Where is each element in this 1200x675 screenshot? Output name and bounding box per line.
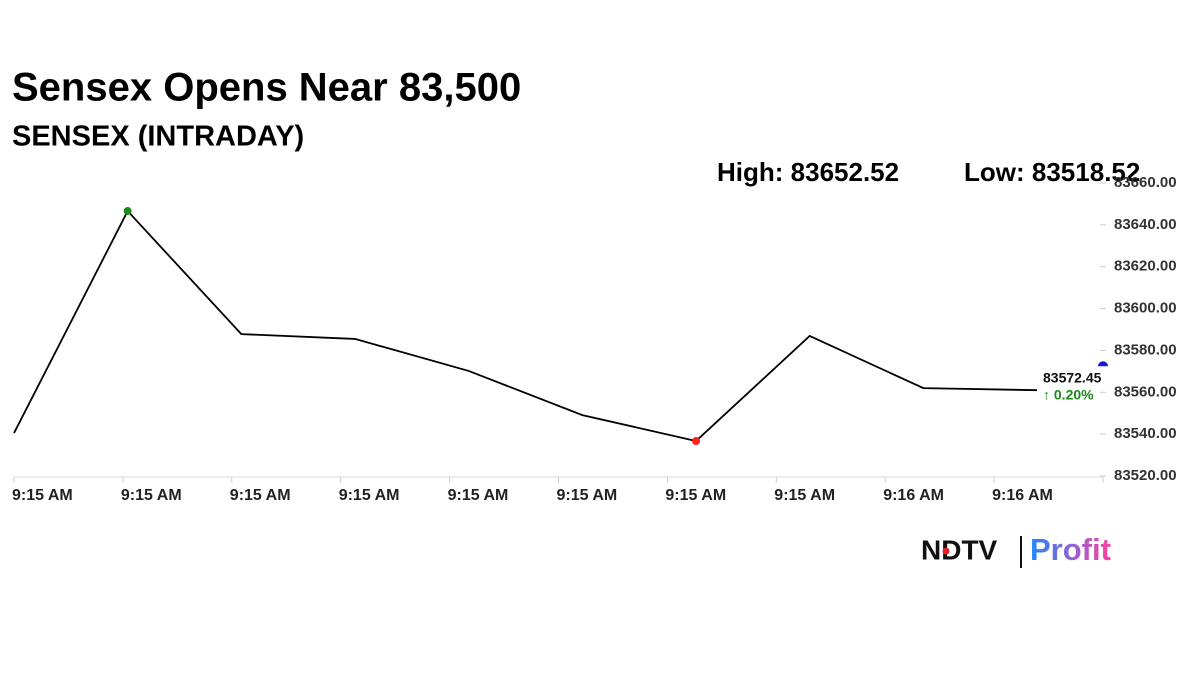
x-tick-label: 9:15 AM — [12, 487, 73, 504]
logo-right: Profit — [1030, 532, 1111, 567]
y-tick-label: 83620.00 — [1114, 258, 1177, 275]
x-tick-label: 9:15 AM — [448, 487, 509, 504]
y-tick-label: 83660.00 — [1114, 174, 1177, 191]
low-value: 83518.52 — [1032, 157, 1140, 187]
low-label: Low: 83518.52 — [964, 157, 1140, 187]
y-tick-label: 83580.00 — [1114, 341, 1177, 358]
chart-subtitle: SENSEX (INTRADAY) — [12, 121, 304, 153]
high-text: High: — [717, 157, 783, 187]
low-point — [692, 437, 700, 446]
y-tick-label: 83560.00 — [1114, 383, 1177, 400]
x-tick-label: 9:15 AM — [557, 487, 618, 504]
high-label: High: 83652.52 — [717, 157, 899, 187]
high-value: 83652.52 — [791, 157, 899, 187]
x-tick-label: 9:16 AM — [883, 487, 944, 504]
x-tick-label: 9:15 AM — [774, 487, 835, 504]
y-tick-label: 83520.00 — [1114, 467, 1177, 484]
x-tick-label: 9:15 AM — [121, 487, 182, 504]
x-tick-label: 9:15 AM — [665, 487, 726, 504]
x-tick-label: 9:15 AM — [339, 487, 400, 504]
x-tick-label: 9:15 AM — [230, 487, 291, 504]
x-tick-label: 9:16 AM — [992, 487, 1053, 504]
y-tick-label: 83540.00 — [1114, 425, 1177, 442]
last-value-label: 83572.45 — [1043, 370, 1102, 386]
y-tick-label: 83600.00 — [1114, 300, 1177, 317]
logo-dot — [942, 547, 950, 555]
y-tick-label: 83640.00 — [1114, 216, 1177, 233]
low-text: Low: — [964, 157, 1025, 187]
high-point — [123, 207, 132, 216]
line — [13, 209, 1038, 443]
logo-left: NDTV — [921, 534, 998, 565]
chart-title: Sensex Opens Near 83,500 — [12, 66, 521, 110]
last-marker — [1098, 361, 1108, 367]
change-label: ↑ 0.20% — [1043, 387, 1094, 403]
